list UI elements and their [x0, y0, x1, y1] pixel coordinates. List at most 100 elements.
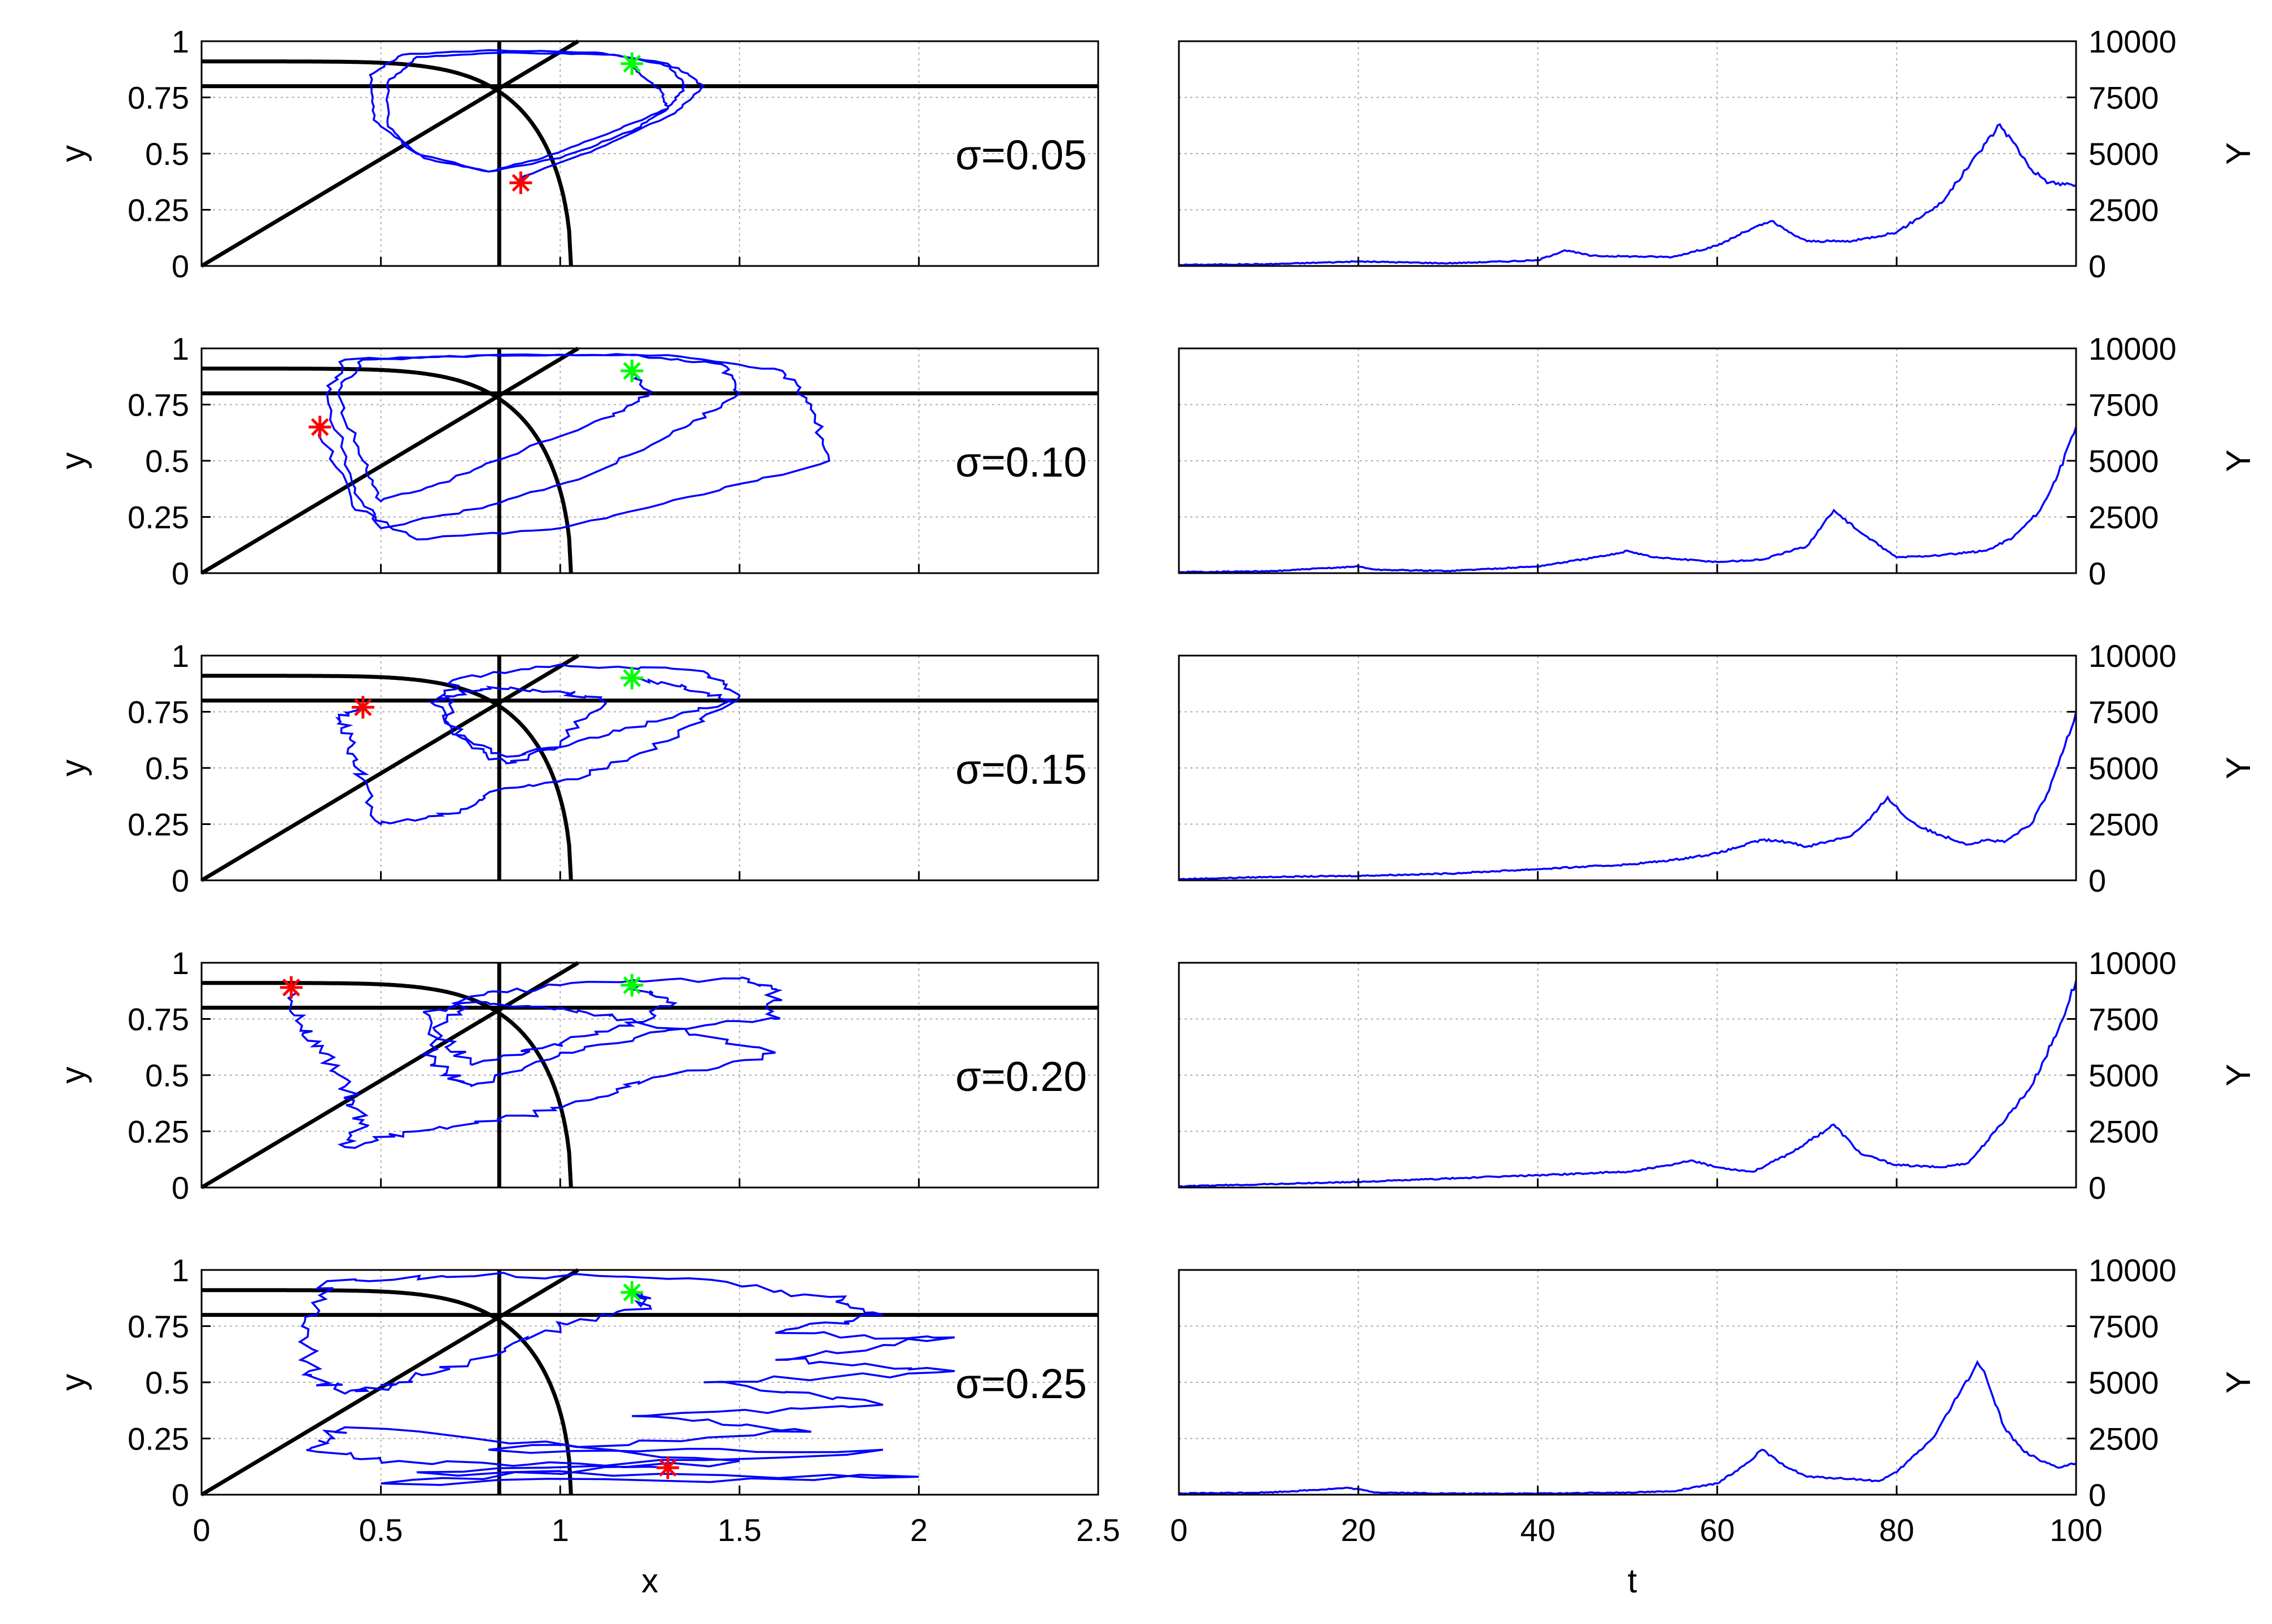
- y-tick-label: 0: [2089, 1477, 2106, 1513]
- y-axis-label: Y: [2219, 449, 2257, 472]
- y-tick-label: 0: [172, 863, 189, 898]
- series-line: [1178, 426, 2077, 574]
- phase-panel-1: 0 0.25 0.5 0.75 1 y σ=0.05: [54, 24, 1099, 284]
- end-marker-stroke: [282, 979, 300, 997]
- x-axis-label-phase: x: [641, 1562, 658, 1600]
- nullcline-diagonal: [200, 961, 579, 1190]
- x-tick-label: 80: [1879, 1512, 1914, 1548]
- y-tick-label: 2500: [2089, 807, 2159, 842]
- y-tick-label: 2500: [2089, 500, 2159, 535]
- y-tick-label: 0.5: [145, 750, 189, 786]
- x-tick-label: 0: [193, 1512, 210, 1548]
- y-tick-label: 0.5: [145, 443, 189, 479]
- nullcline-diagonal: [200, 653, 579, 883]
- time-panel-3: 0 2500 5000 7500 10000 Y: [1178, 638, 2257, 898]
- y-tick-label: 0: [172, 556, 189, 591]
- y-tick-label: 10000: [2089, 331, 2177, 366]
- y-tick-label: 0.25: [128, 807, 189, 842]
- nullcline-curve: [202, 1288, 573, 1495]
- y-tick-label: 1: [172, 1252, 189, 1288]
- nullcline-diagonal: [200, 1268, 579, 1497]
- nullcline-curve: [202, 981, 573, 1188]
- y-tick-label: 0.75: [128, 387, 189, 423]
- trajectory-line: [335, 663, 741, 826]
- time-panel-1: 0 2500 5000 7500 10000 Y: [1178, 24, 2257, 284]
- y-axis-label: y: [54, 1067, 92, 1084]
- phase-panel-5: 0 0.5 1 1.5 2 2.5 0 0.25 0.5 0.75 1 y σ=0.25: [54, 1252, 1120, 1548]
- y-tick-label: 2500: [2089, 1421, 2159, 1457]
- y-tick-label: 0.75: [128, 80, 189, 116]
- y-tick-label: 5000: [2089, 1058, 2159, 1093]
- sigma-annotation: σ=0.05: [955, 132, 1087, 178]
- nullcline-curve: [202, 674, 573, 881]
- y-tick-label: 0: [172, 1170, 189, 1206]
- start-marker: [621, 973, 644, 997]
- y-tick-label: 1: [172, 638, 189, 674]
- time-panel-4: 0 2500 5000 7500 10000 Y: [1178, 945, 2257, 1206]
- start-marker-stroke: [623, 55, 641, 73]
- trajectory-line: [298, 1272, 955, 1486]
- end-marker: [308, 416, 331, 439]
- end-marker: [279, 976, 303, 999]
- y-tick-label: 0.75: [128, 1002, 189, 1037]
- y-axis-label: y: [54, 1374, 92, 1391]
- y-axis-label: y: [54, 145, 92, 162]
- series-line: [1179, 711, 2077, 880]
- y-tick-label: 0: [2089, 1170, 2106, 1206]
- y-tick-label: 0: [2089, 248, 2106, 284]
- end-marker-stroke: [658, 1459, 677, 1477]
- y-tick-label: 0: [172, 248, 189, 284]
- x-tick-label: 40: [1520, 1512, 1555, 1548]
- start-marker: [621, 359, 644, 382]
- y-axis-label: Y: [2219, 142, 2257, 165]
- y-axis-label: y: [54, 759, 92, 776]
- y-tick-label: 2500: [2089, 193, 2159, 228]
- y-tick-label: 5000: [2089, 443, 2159, 479]
- y-axis-label: y: [54, 452, 92, 469]
- y-tick-label: 0: [172, 1477, 189, 1513]
- start-marker-stroke: [623, 669, 641, 687]
- y-tick-label: 1: [172, 945, 189, 981]
- y-axis-label: Y: [2219, 757, 2257, 779]
- series-line: [1178, 123, 2077, 267]
- y-tick-label: 5000: [2089, 136, 2159, 172]
- y-tick-label: 0.5: [145, 1058, 189, 1093]
- x-tick-label: 2: [910, 1512, 928, 1548]
- sigma-annotation: σ=0.10: [955, 439, 1087, 486]
- y-tick-label: 7500: [2089, 387, 2159, 423]
- y-tick-label: 7500: [2089, 695, 2159, 730]
- y-tick-label: 7500: [2089, 1002, 2159, 1037]
- y-tick-label: 0: [2089, 556, 2106, 591]
- y-tick-label: 0.5: [145, 1365, 189, 1400]
- x-tick-label: 0: [1170, 1512, 1187, 1548]
- y-tick-label: 0.25: [128, 1421, 189, 1457]
- y-tick-label: 0.25: [128, 500, 189, 535]
- end-marker-stroke: [311, 418, 329, 436]
- time-series-panels: 0 2500 5000 7500 10000 Y 0 2500 5000 7500 10000 Y 0 2…: [1170, 24, 2257, 1548]
- end-marker: [351, 696, 374, 719]
- y-tick-label: 5000: [2089, 1365, 2159, 1400]
- start-marker: [621, 1281, 644, 1304]
- start-marker-stroke: [623, 362, 641, 380]
- time-panel-2: 0 2500 5000 7500 10000 Y: [1178, 331, 2257, 591]
- start-marker-stroke: [623, 1284, 641, 1302]
- x-tick-label: 2.5: [1076, 1512, 1120, 1548]
- x-tick-label: 60: [1699, 1512, 1734, 1548]
- nullcline-curve: [202, 366, 573, 574]
- y-tick-label: 2500: [2089, 1114, 2159, 1150]
- y-tick-label: 7500: [2089, 1309, 2159, 1344]
- sigma-annotation: σ=0.20: [955, 1053, 1087, 1100]
- trajectory-line: [369, 49, 706, 184]
- y-tick-label: 0.75: [128, 695, 189, 730]
- end-marker-stroke: [512, 173, 530, 192]
- nullcline-diagonal: [200, 346, 579, 575]
- start-marker: [621, 52, 644, 75]
- trajectory-line: [287, 976, 783, 1149]
- y-tick-label: 1: [172, 24, 189, 59]
- y-tick-label: 10000: [2089, 24, 2177, 59]
- x-tick-label: 1.5: [718, 1512, 762, 1548]
- y-tick-label: 0.5: [145, 136, 189, 172]
- x-tick-label: 20: [1341, 1512, 1376, 1548]
